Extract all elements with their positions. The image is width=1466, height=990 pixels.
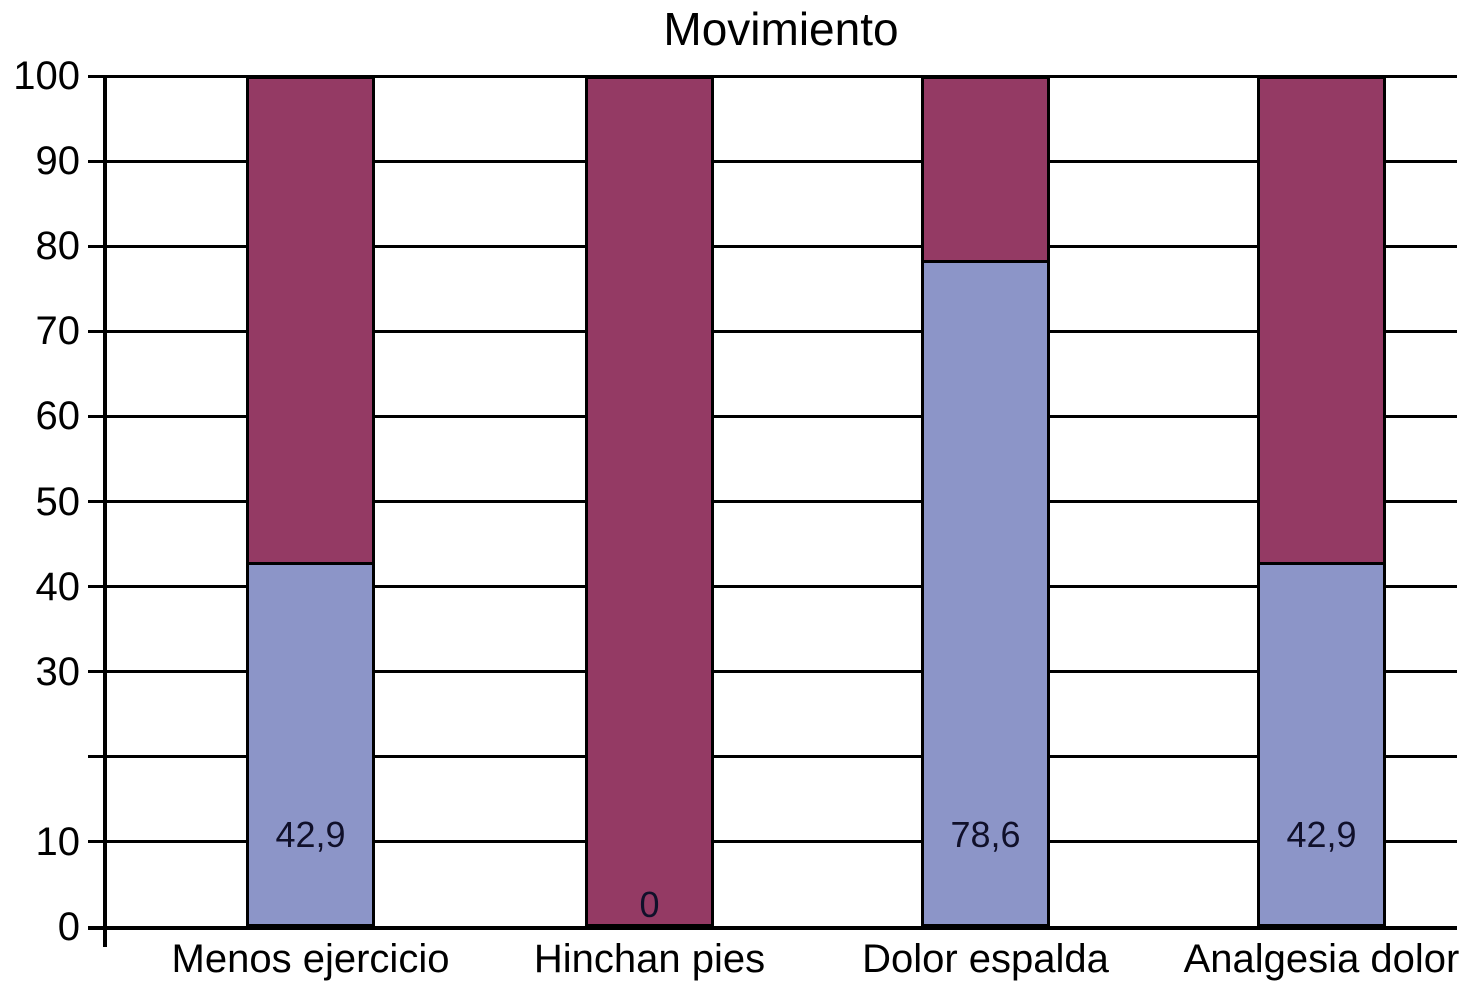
y-tick-label: 100 (13, 54, 80, 98)
x-axis-baseline (88, 926, 1457, 930)
bar-segment-lower (249, 561, 372, 924)
y-tick-label: 80 (35, 224, 81, 268)
gridline (88, 160, 1457, 163)
gridline (88, 330, 1457, 333)
gridline (88, 75, 1457, 78)
y-axis-line (103, 76, 107, 947)
y-tick-label: 30 (35, 650, 81, 694)
x-category-label: Analgesia dolor (1183, 937, 1460, 981)
bar-stack (1257, 76, 1386, 927)
gridline (88, 415, 1457, 418)
bar-value-label: 42,9 (1286, 814, 1357, 855)
y-tick-label: 70 (35, 309, 81, 353)
y-tick-label: 60 (35, 394, 81, 438)
gridline (88, 840, 1457, 843)
bar-stack (585, 76, 714, 927)
gridline (88, 245, 1457, 248)
bar-segment-lower (924, 259, 1047, 924)
bar-value-label: 78,6 (950, 814, 1021, 855)
x-category-label: Menos ejercicio (171, 937, 450, 981)
y-tick-label: 0 (57, 905, 80, 949)
x-category-label: Hinchan pies (533, 937, 766, 981)
y-tick-label: 40 (35, 565, 81, 609)
y-tick-label: 90 (35, 139, 81, 183)
x-category-label: Dolor espalda (862, 937, 1109, 981)
bar-segment-lower (1260, 561, 1383, 924)
y-tick-label: 50 (35, 480, 81, 524)
bar-stack (246, 76, 375, 927)
gridline (88, 500, 1457, 503)
y-tick-label: 10 (35, 820, 81, 864)
chart-title: Movimiento (663, 3, 899, 55)
bar-value-label: 0 (639, 884, 660, 925)
bar-stack (921, 76, 1050, 927)
gridline (88, 585, 1457, 588)
plot-area: 42,9 0 78,6 42,9 (88, 75, 1457, 947)
gridline (88, 670, 1457, 673)
bar-value-label: 42,9 (275, 814, 346, 855)
gridline (88, 755, 1457, 758)
